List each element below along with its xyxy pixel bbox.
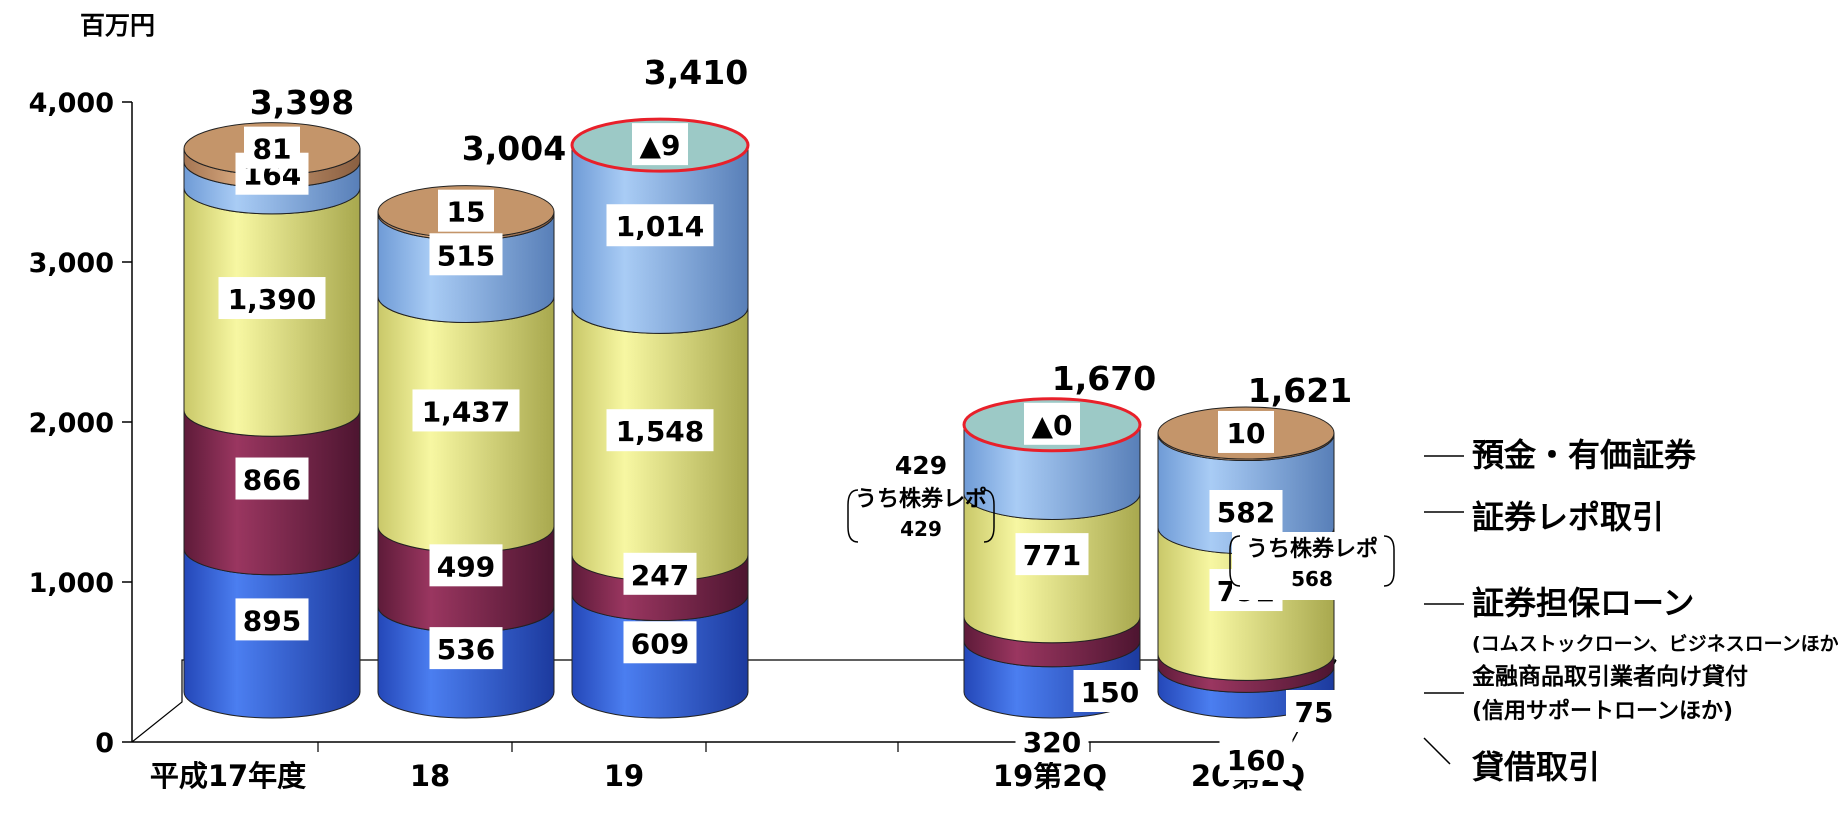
bar-value-label-bg — [1286, 690, 1342, 732]
bar-value-label: 150 — [1081, 676, 1139, 709]
bar-value-label: 1,437 — [422, 395, 511, 428]
bar-value-label: 536 — [437, 633, 495, 666]
bar-value-label: 320 — [1023, 726, 1081, 759]
bar-value-label: 247 — [631, 559, 689, 592]
bar-total-label: 3,004 — [462, 129, 566, 168]
bar-value-label: ▲9 — [639, 129, 680, 162]
legend-item-sub-3: (信用サポートローンほか) — [1472, 698, 1733, 724]
bar-value-label: 1,548 — [616, 415, 705, 448]
bars-layer — [183, 117, 1335, 719]
x-tick-label: 18 — [410, 759, 450, 793]
x-tick-label: 19第2Q — [993, 759, 1107, 793]
bar-value-label: 1,390 — [228, 283, 317, 316]
x-tick-label: 平成17年度 — [150, 759, 306, 793]
legend-item-2: 証券担保ローン — [1472, 584, 1694, 622]
bar-value-label: 771 — [1023, 539, 1081, 572]
repo-note-label: うち株券レポ — [855, 486, 987, 512]
bar-value-label-bg — [606, 409, 714, 452]
repo-note-label: うち株券レポ — [1246, 536, 1378, 562]
bar-value-label-bg — [1024, 402, 1080, 445]
bar-value-label-bg — [218, 277, 326, 320]
legend-leader — [1423, 737, 1451, 765]
legend-item-1: 証券レポ取引 — [1472, 498, 1664, 536]
bar-value-label-bg — [623, 552, 697, 595]
note-bracket-left — [847, 489, 859, 543]
bar-value-label-bg — [623, 621, 697, 664]
bar-value-label: 1,014 — [616, 210, 705, 243]
legend-item-3: 金融商品取引業者向け貸付 — [1471, 663, 1748, 690]
bar-value-label: 609 — [631, 627, 689, 660]
bar-value-label-bg — [244, 126, 300, 169]
note-bracket-right — [983, 489, 995, 543]
bar-value-label-bg — [235, 457, 309, 500]
bar-total-label: 1,670 — [1052, 359, 1156, 398]
bar-value-label: 582 — [1217, 496, 1275, 529]
bar-value-label-bg — [1218, 410, 1274, 453]
bar-value-label: 499 — [437, 550, 495, 583]
bar-total-label: 1,621 — [1248, 371, 1352, 410]
bar-value-label: 866 — [243, 464, 301, 497]
bar-value-label: 895 — [243, 604, 301, 637]
bar-value-label: 160 — [1227, 744, 1285, 777]
legend-item-0: 預金・有価証券 — [1472, 436, 1697, 474]
y-tick-label: 4,000 — [29, 88, 114, 119]
y-tick-label: 1,000 — [29, 568, 114, 599]
legend-item-4: 貸借取引 — [1472, 748, 1600, 786]
bar-value-label-bg — [1209, 490, 1283, 532]
floor-back-edge — [131, 659, 1336, 743]
bar-value-label-bg — [1015, 533, 1089, 576]
bar-value-label-bg — [412, 389, 520, 432]
bar-value-label-bg — [632, 123, 688, 166]
bar-value-label-bg — [429, 233, 503, 276]
repo-note-value: 429 — [895, 451, 947, 480]
labels-layer: 8958661,390164813,3985364991,437515153,0… — [218, 53, 1395, 780]
bar-value-label-bg — [1015, 720, 1089, 762]
bar-group-3 — [962, 397, 1142, 719]
y-tick-label: 3,000 — [29, 248, 114, 279]
bar-value-label: 81 — [253, 133, 292, 166]
repo-note-bg — [1232, 532, 1392, 600]
note-bracket-left — [1229, 535, 1241, 587]
bar-total-label: 3,398 — [250, 83, 354, 122]
bar-total-label: 3,410 — [644, 53, 748, 92]
note-bracket-right — [1383, 535, 1395, 587]
y-tick-label: 2,000 — [29, 408, 114, 439]
bar-value-label-bg — [438, 189, 494, 232]
y-unit-label: 百万円 — [80, 11, 155, 40]
y-tick-label: 0 — [95, 728, 114, 759]
bar-value-label-bg — [235, 598, 309, 641]
bar-value-label-bg — [1073, 670, 1147, 712]
bar-value-label: 15 — [447, 196, 486, 229]
x-tick-label: 19 — [604, 759, 644, 793]
bar-value-label: 75 — [1295, 696, 1334, 729]
bar-value-label-bg — [1219, 738, 1293, 780]
repo-note-sub: 429 — [900, 517, 942, 541]
legend-item-sub-2: (コムストックローン、ビジネスローンほか) — [1472, 633, 1838, 655]
bar-value-label-bg — [429, 544, 503, 587]
bar-value-label-bg — [606, 204, 714, 247]
bar-value-label: ▲0 — [1031, 409, 1072, 442]
bar-value-label: 10 — [1227, 417, 1266, 450]
repo-note-sub: 568 — [1291, 567, 1333, 591]
bar-value-label-bg — [429, 627, 503, 670]
bar-value-label: 515 — [437, 239, 495, 272]
